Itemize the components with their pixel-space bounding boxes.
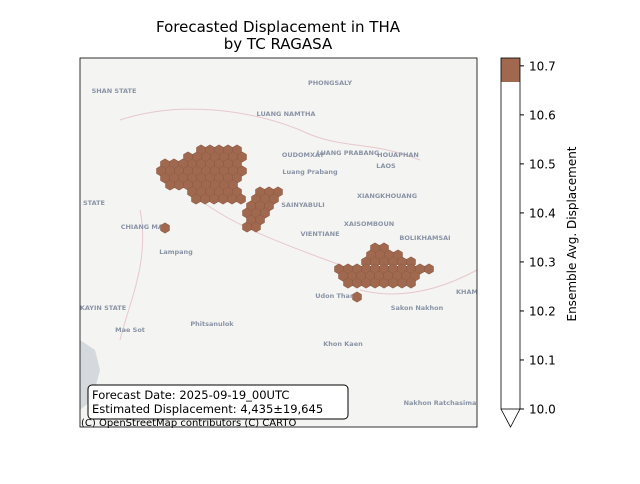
map-label: BOLIKHAMSAI <box>399 234 450 242</box>
attribution: (C) OpenStreetMap contributors (C) CARTO <box>81 418 296 429</box>
hex-cell <box>406 277 416 289</box>
hex-cell <box>370 277 380 289</box>
colorbar-tick-label: 10.5 <box>529 157 556 171</box>
hex-cell <box>397 277 407 289</box>
colorbar-tick-label: 10.4 <box>529 206 556 220</box>
sea <box>80 340 100 410</box>
colorbar: 10.0 10.1 10.2 10.3 10.4 10.5 10.6 10.7 <box>500 57 556 428</box>
colorbar-tick-label: 10.2 <box>529 304 556 318</box>
map-label: KHAM <box>456 288 478 296</box>
map-label: STATE <box>83 199 105 207</box>
colorbar-tick-label: 10.1 <box>529 353 556 367</box>
hex-cell <box>237 165 247 177</box>
map-label: Udon Thani <box>315 292 357 300</box>
colorbar-tick-label: 10.0 <box>529 403 556 417</box>
map-label: Phitsanulok <box>190 320 234 328</box>
map-label: XAISOMBOUN <box>344 220 394 228</box>
map-background <box>80 58 477 427</box>
title: Forecasted Displacement in THA by TC RAGA… <box>156 18 401 53</box>
hex-cell <box>251 221 261 233</box>
map-label: HOUAPHAN <box>377 151 419 159</box>
colorbar-tick-label: 10.6 <box>529 108 556 122</box>
map-label: SHAN STATE <box>92 87 137 95</box>
hex-cell <box>388 277 398 289</box>
colorbar-high <box>501 58 520 82</box>
hex-cell <box>352 291 362 303</box>
map-label: PHONGSALY <box>308 79 352 87</box>
map-label: Lampang <box>159 248 193 256</box>
hex-cell <box>260 207 270 219</box>
map-label: Luang Prabang <box>282 168 338 176</box>
hex-cell <box>352 277 362 289</box>
hex-cell <box>379 277 389 289</box>
map-label: CHIANG MAI <box>121 223 166 231</box>
hex-cell <box>160 222 170 234</box>
colorbar-label: Ensemble Avg. Displacement <box>565 146 579 321</box>
hex-cell <box>191 193 201 205</box>
hex-cell <box>200 193 210 205</box>
hex-cell <box>174 179 184 191</box>
hex-cell <box>361 277 371 289</box>
hex-cell <box>424 263 434 275</box>
map-label: SAINYABULI <box>281 201 324 209</box>
hex-cell <box>242 221 252 233</box>
colorbar-tick-label: 10.7 <box>529 59 556 73</box>
hex-cell <box>236 193 246 205</box>
colorbar-low <box>501 58 520 409</box>
colorbar-tick-label: 10.3 <box>529 255 556 269</box>
info-box <box>87 384 349 420</box>
map-label: Sakon Nakhon <box>391 304 444 312</box>
map-label: XIANGKHOUANG <box>357 192 417 200</box>
axes-frame <box>79 57 478 428</box>
borders <box>119 108 477 341</box>
hex-cell <box>227 193 237 205</box>
hex-cell <box>165 179 175 191</box>
map-label: KAYIN STATE <box>80 304 126 312</box>
colorbar-extend <box>500 408 521 428</box>
hex-cell <box>209 193 219 205</box>
hex-cell <box>343 277 353 289</box>
map-label: LUANG PRABANG <box>317 149 380 157</box>
hex-cell <box>218 193 228 205</box>
map-label: OUDOMXAY <box>282 151 325 159</box>
info-text: Forecast Date: 2025-09-19_00UTC <box>92 388 289 402</box>
colorbar-frame <box>500 57 521 410</box>
title-line: by TC RAGASA <box>224 35 333 53</box>
title-line: Forecasted Displacement in THA <box>156 18 401 36</box>
map-label: VIENTIANE <box>300 230 339 238</box>
map-label: LAOS <box>376 162 396 170</box>
map-label: LUANG NAMTHA <box>257 110 316 118</box>
hex-cell <box>269 193 279 205</box>
map-label: Nakhon Ratchasima <box>404 399 477 407</box>
info-text: Estimated Displacement: 4,435±19,645 <box>92 402 323 416</box>
hex-cell <box>237 151 247 163</box>
map-label: Mae Sot <box>115 326 145 334</box>
map-label: Khon Kaen <box>323 340 363 348</box>
